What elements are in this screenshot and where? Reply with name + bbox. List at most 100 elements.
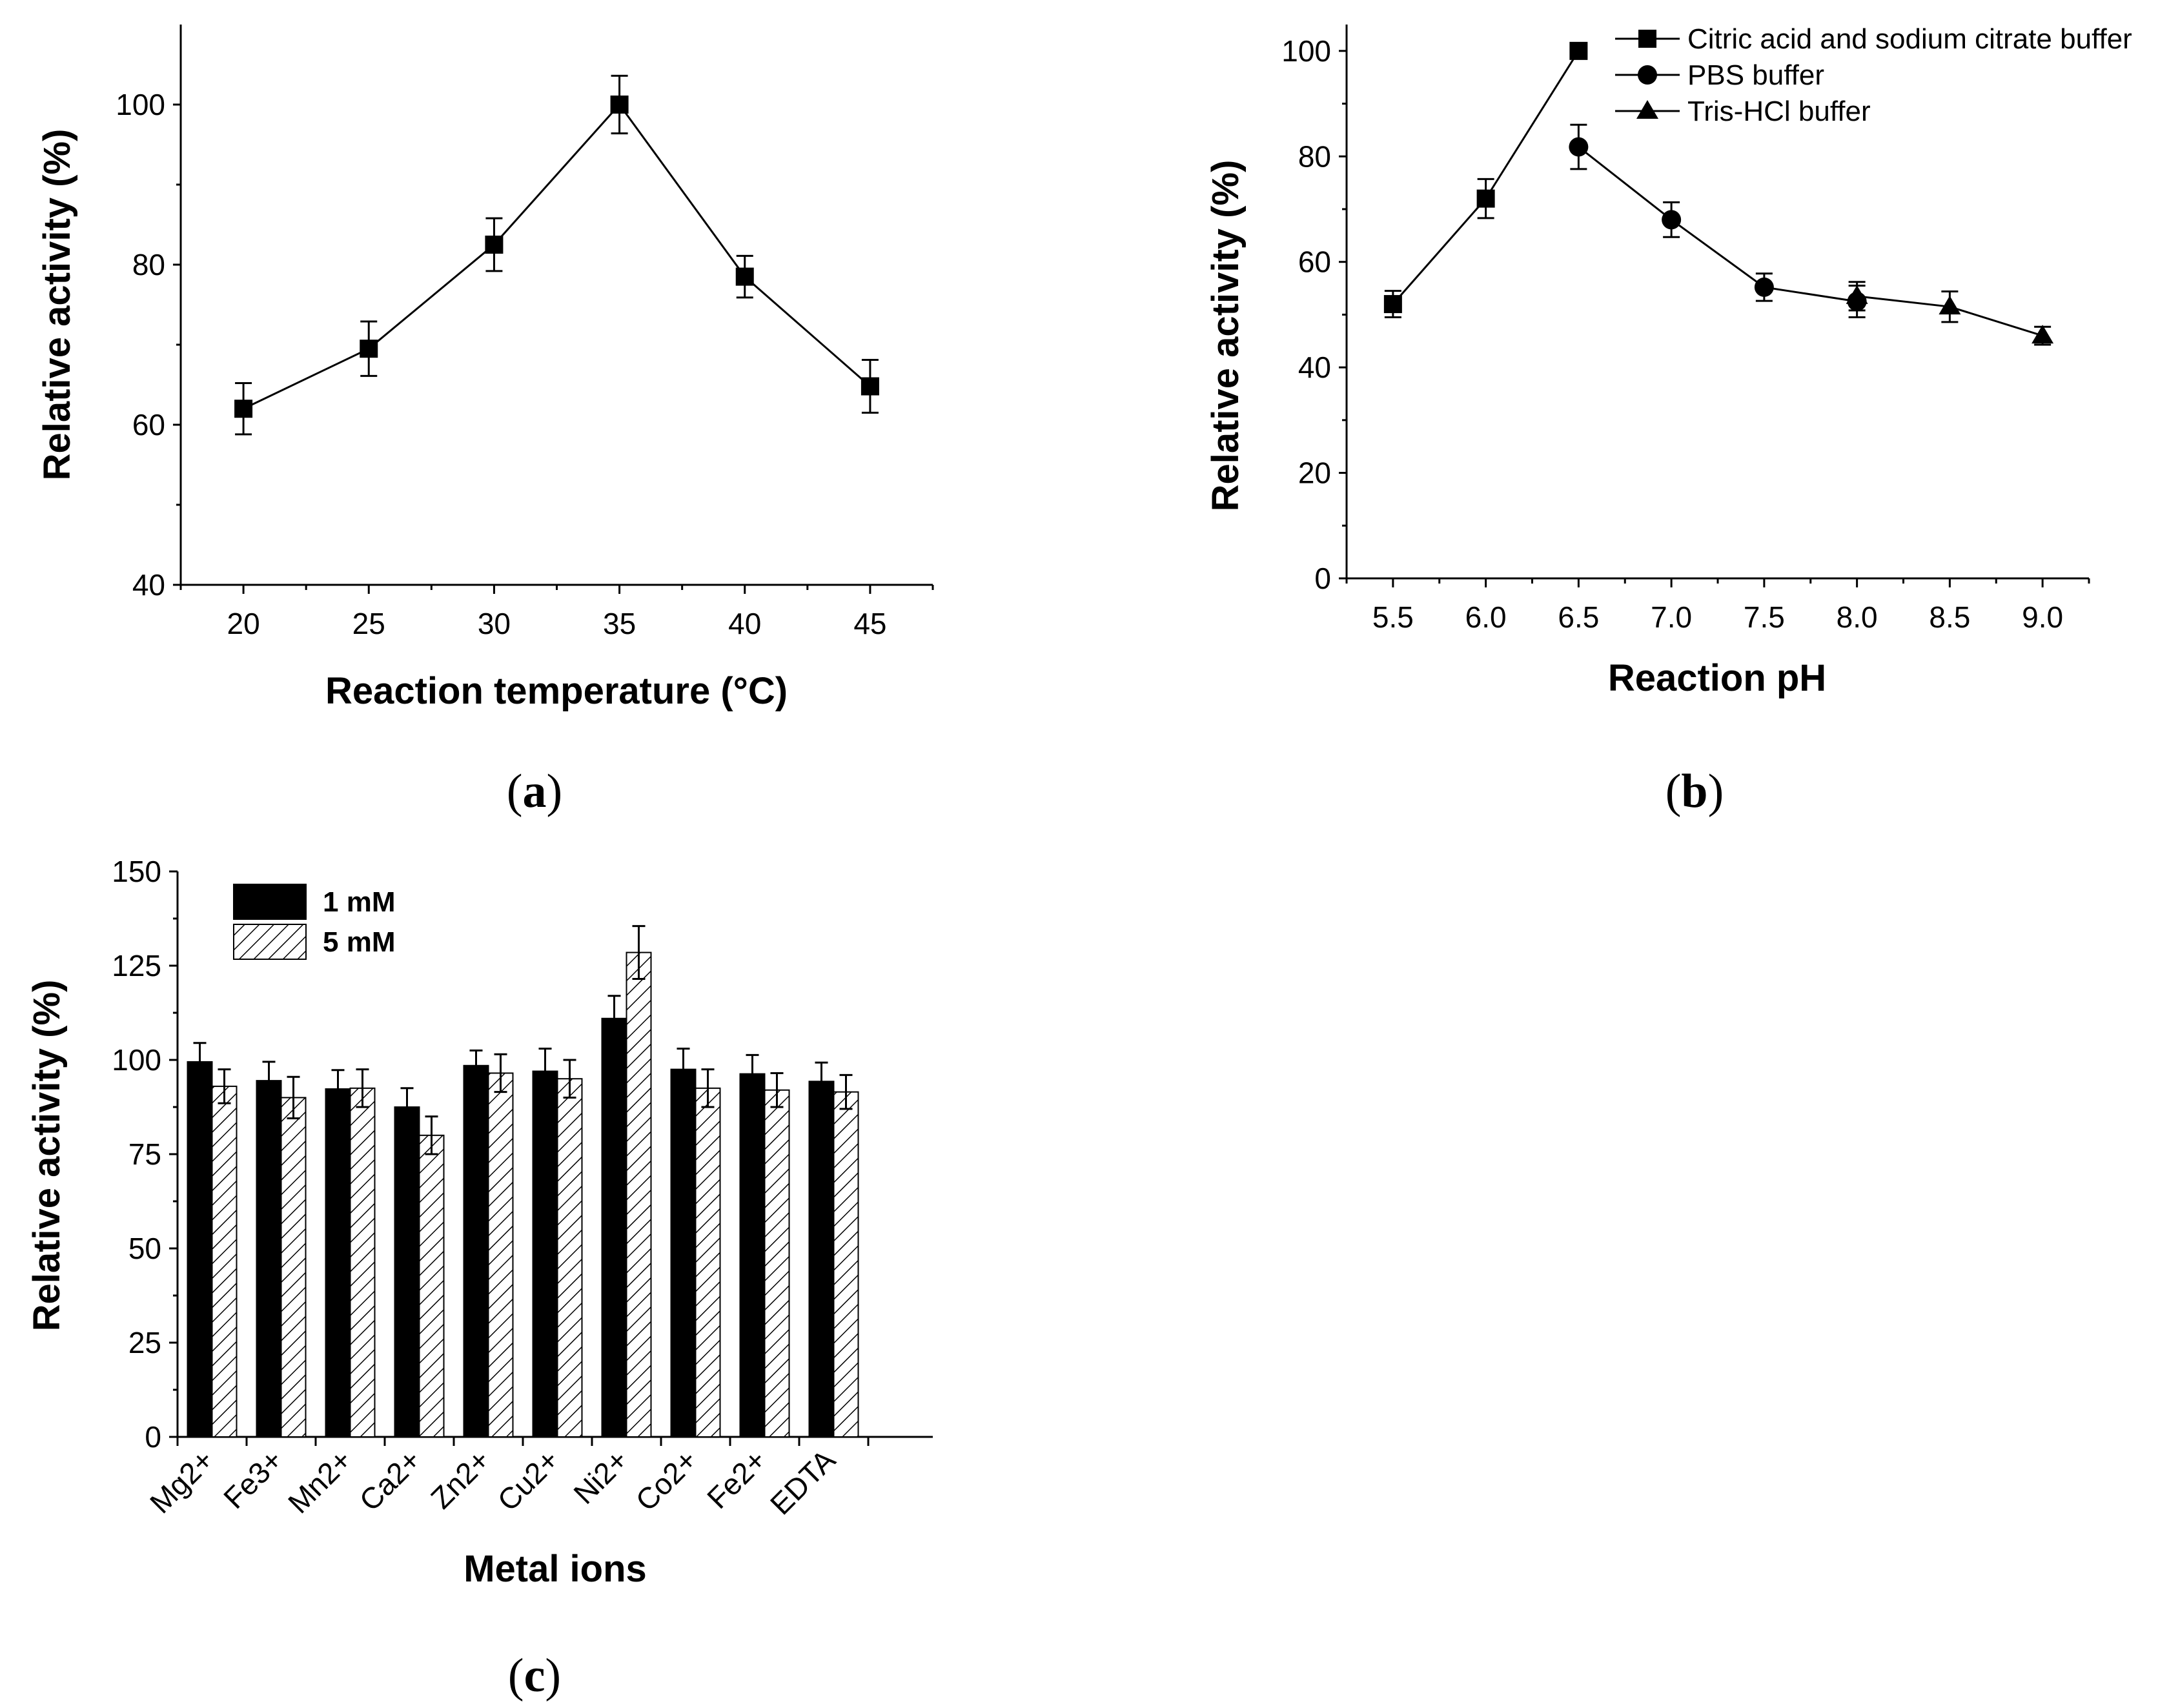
chart-b-y-tick-label: 40	[1298, 351, 1331, 384]
chart-b-data-point-2	[1754, 277, 1774, 297]
chart-c-bar-5mm	[487, 1072, 514, 1438]
chart-b-x-tick-label: 8.5	[1929, 600, 1970, 634]
chart-c-bar-1mm	[394, 1106, 420, 1438]
chart-a-y-tick-label: 100	[116, 88, 165, 121]
chart-b-x-tick-label: 7.5	[1744, 600, 1785, 634]
chart-c-bar-1mm	[256, 1080, 282, 1438]
chart-b-data-point-3	[1939, 296, 1961, 315]
chart-c-bar-5mm	[556, 1078, 583, 1438]
chart-c-bar-5mm	[418, 1134, 445, 1438]
chart-b-x-tick-label: 6.0	[1465, 600, 1507, 634]
chart-c-error-bar	[701, 1068, 715, 1108]
chart-c-y-tick-label: 75	[128, 1137, 161, 1171]
chart-a-x-tick-label: 30	[478, 607, 511, 640]
chart-c-error-bar	[356, 1068, 369, 1108]
chart-c-x-tick-label: Cu2+	[491, 1443, 565, 1517]
chart-c-bar-1mm	[808, 1081, 835, 1438]
chart-b-series-line-1	[1392, 50, 1580, 305]
chart-b-data-point-2	[1662, 210, 1682, 230]
chart-a-x-tick-label: 35	[603, 607, 636, 640]
chart-b-y-axis-label: Relative activity (%)	[1205, 160, 1247, 512]
chart-a-x-axis-label: Reaction temperature (°C)	[325, 670, 788, 712]
chart-a-y-tick-label: 60	[132, 408, 165, 442]
chart-b-data-point-1	[1476, 189, 1495, 208]
chart-c-legend-label: 1 mM	[323, 886, 395, 918]
chart-c-bar-1mm	[739, 1073, 766, 1438]
chart-c-legend-swatch	[233, 884, 307, 920]
chart-b-ph: 0 20 40 60 80 100 5.5 6.0 6.5 7.0 7.5 8.0 8.5 9.0 Ci…	[1205, 23, 2132, 818]
chart-c-x-tick-label: Fe3+	[217, 1443, 289, 1515]
chart-a-x-tick-label: 40	[728, 607, 761, 640]
chart-c-bar-1mm	[325, 1088, 351, 1438]
chart-a-y-tick-label: 80	[132, 248, 165, 281]
chart-a-y-axis-label: Relative activity (%)	[36, 129, 78, 481]
chart-a-x-ticks: 20 25 30 35 40 45	[179, 585, 934, 640]
chart-c-error-bar	[632, 925, 646, 980]
chart-c-y-tick-label: 100	[112, 1043, 161, 1077]
chart-c-error-bar	[770, 1072, 784, 1108]
chart-b-x-tick-label: 6.5	[1558, 600, 1599, 634]
chart-b-legend-label: Citric acid and sodium citrate buffer	[1687, 23, 2132, 55]
chart-b-x-ticks: 5.5 6.0 6.5 7.0 7.5 8.0 8.5 9.0	[1345, 578, 2090, 634]
chart-b-series	[1383, 41, 2054, 346]
chart-c-bar-5mm	[764, 1089, 790, 1438]
chart-c-bar-5mm	[280, 1097, 307, 1438]
chart-b-legend-label: Tris-HCl buffer	[1687, 96, 1871, 127]
chart-a-x-tick-label: 20	[227, 607, 260, 640]
chart-c-legend: 1 mM 5 mM	[233, 884, 395, 960]
chart-c-bars	[187, 925, 859, 1438]
chart-b-x-tick-label: 9.0	[2022, 600, 2063, 634]
chart-c-x-tick-label: EDTA	[764, 1443, 842, 1521]
chart-c-y-tick-label: 150	[112, 855, 161, 888]
chart-c-bar-1mm	[670, 1068, 697, 1438]
chart-a-series-line	[243, 103, 871, 410]
chart-c-x-tick-label: Fe2+	[700, 1443, 773, 1515]
chart-c-error-bar	[677, 1047, 690, 1092]
chart-a-data-point	[860, 377, 879, 396]
chart-a-panel-label: (a)	[507, 765, 562, 818]
chart-c-bar-1mm	[601, 1017, 627, 1438]
chart-c-error-bar	[469, 1049, 483, 1082]
chart-a-y-ticks: 40 60 80 100	[116, 88, 181, 602]
chart-c-y-tick-label: 0	[145, 1420, 161, 1454]
chart-b-legend-marker	[1636, 100, 1658, 119]
chart-c-x-axis-label: Metal ions	[463, 1548, 647, 1590]
chart-c-x-tick-label: Zn2+	[424, 1443, 496, 1515]
chart-b-y-tick-label: 100	[1281, 34, 1331, 68]
chart-c-bar-5mm	[833, 1091, 859, 1438]
chart-b-legend-marker	[1638, 65, 1657, 85]
chart-b-y-ticks: 0 20 40 60 80 100	[1281, 34, 1347, 595]
chart-c-x-tick-label: Mn2+	[281, 1443, 358, 1520]
chart-a-data-point	[735, 267, 754, 286]
chart-c-x-ticks: Mg2+Fe3+Mn2+Ca2+Zn2+Cu2+ Ni2+Co2+Fe2+EDTA	[143, 1437, 870, 1521]
chart-c-error-bar	[746, 1053, 759, 1094]
chart-a-x-tick-label: 25	[352, 607, 385, 640]
chart-a-x-tick-label: 45	[853, 607, 886, 640]
chart-c-y-axis-label: Relative activity (%)	[26, 980, 68, 1332]
chart-c-error-bar	[262, 1061, 276, 1101]
chart-c-error-bar	[331, 1069, 345, 1109]
chart-b-series-line-2	[1578, 146, 1857, 303]
chart-c-legend-label: 5 mM	[323, 926, 395, 958]
chart-c-bar-5mm	[349, 1087, 376, 1438]
chart-c-bar-1mm	[463, 1064, 489, 1438]
chart-b-data-point-2	[1569, 137, 1589, 157]
chart-c-error-bar	[218, 1068, 231, 1104]
chart-c-y-tick-label: 125	[112, 949, 161, 982]
chart-b-panel-label: (b)	[1665, 765, 1724, 818]
chart-c-error-bar	[494, 1053, 507, 1093]
chart-b-y-tick-label: 80	[1298, 139, 1331, 173]
chart-c-bar-1mm	[532, 1070, 558, 1438]
chart-c-bar-5mm	[695, 1087, 721, 1438]
chart-a-y-tick-label: 40	[132, 568, 165, 602]
chart-b-legend-label: PBS buffer	[1687, 59, 1824, 91]
chart-c-panel-letter: c	[524, 1649, 545, 1702]
chart-a-data-point	[485, 236, 504, 254]
chart-c-error-bar	[563, 1059, 576, 1099]
chart-a-panel-letter: a	[523, 765, 547, 818]
chart-b-legend: Citric acid and sodium citrate buffer PBS…	[1615, 23, 2132, 127]
chart-b-x-tick-label: 5.5	[1372, 600, 1414, 634]
chart-c-legend-swatch	[233, 924, 307, 960]
chart-c-x-tick-label: Ca2+	[352, 1443, 427, 1517]
